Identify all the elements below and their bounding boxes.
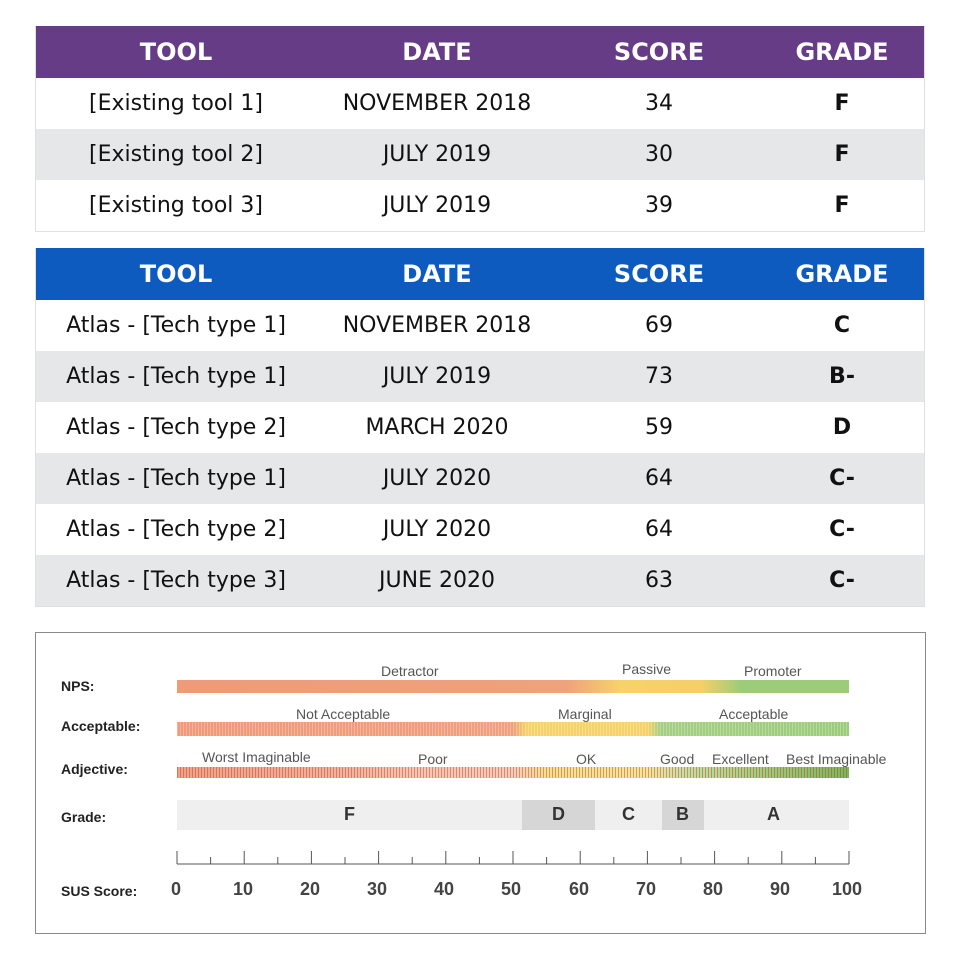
cell-date: JULY 2019 xyxy=(382,193,492,218)
cell-score: 64 xyxy=(645,466,673,491)
grade-b-label: B xyxy=(676,804,689,824)
cell-tool: Atlas - [Tech type 1] xyxy=(66,364,286,389)
cell-score: 59 xyxy=(645,415,673,440)
existing-tools-table: TOOL DATE SCORE GRADE [Existing tool 1] … xyxy=(35,26,925,232)
sus-axis xyxy=(176,851,850,865)
tick-label-70: 70 xyxy=(636,879,657,899)
cell-grade: F xyxy=(834,142,850,167)
excellent-label: Excellent xyxy=(712,751,769,767)
tick-label-90: 90 xyxy=(770,879,791,899)
tick-label-0: 0 xyxy=(171,879,182,899)
cell-date: JULY 2019 xyxy=(382,364,492,389)
cell-date: JULY 2019 xyxy=(382,142,492,167)
marginal-label: Marginal xyxy=(558,706,612,722)
worst-imaginable-label: Worst Imaginable xyxy=(202,749,311,765)
tick-label-80: 80 xyxy=(703,879,724,899)
header-date: DATE xyxy=(402,260,472,288)
sus-scale-graphic: NPS: Acceptable: Adjective: Grade: SUS S… xyxy=(35,632,926,934)
table-row: Atlas - [Tech type 2] MARCH 2020 59 D xyxy=(36,402,924,453)
header-score: SCORE xyxy=(613,38,705,66)
cell-tool: Atlas - [Tech type 3] xyxy=(66,568,286,593)
nps-row-label: NPS: xyxy=(61,678,95,694)
nps-promoter-label: Promoter xyxy=(744,663,802,679)
table-row: Atlas - [Tech type 3] JUNE 2020 63 C- xyxy=(36,555,924,606)
poor-label: Poor xyxy=(418,751,448,767)
header-tool: TOOL xyxy=(139,260,213,288)
grade-c-label: C xyxy=(622,804,635,824)
table-row: [Existing tool 2] JULY 2019 30 F xyxy=(36,129,924,180)
cell-date: JULY 2020 xyxy=(382,466,492,491)
cell-grade: C xyxy=(833,313,851,338)
cell-grade: B- xyxy=(829,364,855,389)
cell-grade: D xyxy=(832,415,852,440)
nps-passive-label: Passive xyxy=(622,661,672,677)
cell-tool: [Existing tool 1] xyxy=(89,91,263,116)
cell-score: 69 xyxy=(645,313,673,338)
tick-label-60: 60 xyxy=(569,879,590,899)
cell-tool: Atlas - [Tech type 2] xyxy=(66,415,286,440)
table-row: Atlas - [Tech type 1] JULY 2020 64 C- xyxy=(36,453,924,504)
cell-date: NOVEMBER 2018 xyxy=(342,91,532,116)
grade-band xyxy=(177,800,849,830)
grade-f-label: F xyxy=(344,804,355,824)
cell-score: 30 xyxy=(645,142,673,167)
tick-label-30: 30 xyxy=(367,879,388,899)
header-tool: TOOL xyxy=(139,38,213,66)
adjective-bar xyxy=(177,767,849,778)
table-header: TOOL DATE SCORE GRADE xyxy=(36,248,924,300)
atlas-tools-table: TOOL DATE SCORE GRADE Atlas - [Tech type… xyxy=(35,248,925,607)
header-grade: GRADE xyxy=(795,260,889,288)
grade-a-label: A xyxy=(767,804,780,824)
cell-score: 34 xyxy=(645,91,673,116)
tick-label-100: 100 xyxy=(832,879,863,899)
cell-date: JUNE 2020 xyxy=(379,568,495,593)
cell-date: MARCH 2020 xyxy=(365,415,509,440)
tick-label-50: 50 xyxy=(501,879,522,899)
grade-b-band xyxy=(662,800,704,830)
cell-score: 39 xyxy=(645,193,673,218)
table-header: TOOL DATE SCORE GRADE xyxy=(36,26,924,78)
grade-d-label: D xyxy=(552,804,565,824)
cell-score: 73 xyxy=(645,364,673,389)
tick-label-10: 10 xyxy=(233,879,254,899)
table-row: Atlas - [Tech type 1] NOVEMBER 2018 69 C xyxy=(36,300,924,351)
cell-score: 63 xyxy=(645,568,673,593)
cell-grade: C- xyxy=(829,517,855,542)
cell-tool: Atlas - [Tech type 1] xyxy=(66,466,286,491)
table-row: Atlas - [Tech type 2] JULY 2020 64 C- xyxy=(36,504,924,555)
table-row: [Existing tool 3] JULY 2019 39 F xyxy=(36,180,924,231)
best-imaginable-label: Best Imaginable xyxy=(786,751,887,767)
sus-score-row-label: SUS Score: xyxy=(61,883,138,899)
acceptable-bar xyxy=(177,722,849,736)
acceptable-label: Acceptable xyxy=(719,706,789,722)
grade-row-label: Grade: xyxy=(61,809,107,825)
header-grade: GRADE xyxy=(795,38,889,66)
cell-grade: F xyxy=(834,91,850,116)
nps-bar xyxy=(177,680,849,693)
adjective-row-label: Adjective: xyxy=(61,761,128,777)
not-acceptable-label: Not Acceptable xyxy=(296,706,391,722)
cell-date: JULY 2020 xyxy=(382,517,492,542)
ok-label: OK xyxy=(576,751,597,767)
grade-d-band xyxy=(522,800,595,830)
acceptable-row-label: Acceptable: xyxy=(61,718,141,734)
nps-detractor-label: Detractor xyxy=(381,663,439,679)
tick-label-20: 20 xyxy=(300,879,321,899)
header-score: SCORE xyxy=(613,260,705,288)
good-label: Good xyxy=(660,751,695,767)
cell-score: 64 xyxy=(645,517,673,542)
table-row: [Existing tool 1] NOVEMBER 2018 34 F xyxy=(36,78,924,129)
cell-tool: [Existing tool 2] xyxy=(89,142,263,167)
cell-grade: C- xyxy=(829,466,855,491)
cell-tool: Atlas - [Tech type 1] xyxy=(66,313,286,338)
cell-tool: Atlas - [Tech type 2] xyxy=(66,517,286,542)
cell-grade: F xyxy=(834,193,850,218)
cell-date: NOVEMBER 2018 xyxy=(342,313,532,338)
cell-grade: C- xyxy=(829,568,855,593)
header-date: DATE xyxy=(402,38,472,66)
tick-label-40: 40 xyxy=(434,879,455,899)
cell-tool: [Existing tool 3] xyxy=(89,193,263,218)
table-row: Atlas - [Tech type 1] JULY 2019 73 B- xyxy=(36,351,924,402)
